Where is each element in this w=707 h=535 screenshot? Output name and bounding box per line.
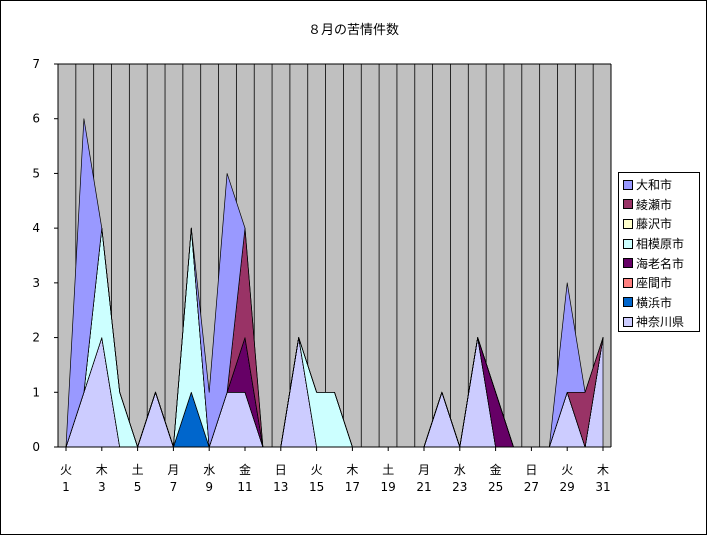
x-tick-day: 19 xyxy=(381,480,396,494)
y-axis-ticks: 0 1 2 3 4 5 6 7 xyxy=(32,57,58,454)
x-tick-weekday: 火 xyxy=(60,463,72,477)
legend-item: 座間市 xyxy=(623,273,699,293)
y-tick-label: 4 xyxy=(32,221,40,235)
x-tick-weekday: 火 xyxy=(561,463,573,477)
x-tick-day: 9 xyxy=(205,480,213,494)
x-tick-weekday: 土 xyxy=(382,463,394,477)
x-tick-day: 3 xyxy=(98,480,106,494)
x-tick-day: 5 xyxy=(134,480,142,494)
legend-label: 横浜市 xyxy=(636,295,673,310)
x-tick-day: 23 xyxy=(452,480,467,494)
legend-item: 相模原市 xyxy=(623,234,699,254)
chart-title: ８月の苦情件数 xyxy=(307,23,399,38)
area-series xyxy=(65,118,604,448)
x-tick-day: 15 xyxy=(309,480,324,494)
legend-swatch xyxy=(623,258,633,269)
legend: 大和市綾瀬市藤沢市相模原市海老名市座間市横浜市神奈川県 xyxy=(618,172,700,332)
axes xyxy=(57,63,612,448)
legend-swatch xyxy=(623,238,633,249)
y-tick-label: 1 xyxy=(32,385,40,399)
stacked-areas xyxy=(65,118,604,448)
x-tick-day: 25 xyxy=(488,480,503,494)
y-tick-label: 3 xyxy=(32,276,40,290)
legend-label: 神奈川県 xyxy=(636,315,685,330)
legend-swatch xyxy=(623,199,633,210)
x-tick-weekday: 木 xyxy=(96,463,108,477)
x-tick-day: 17 xyxy=(345,480,360,494)
legend-label: 藤沢市 xyxy=(636,217,673,232)
x-tick-weekday: 水 xyxy=(454,463,466,477)
legend-label: 海老名市 xyxy=(636,256,685,271)
x-tick-day: 29 xyxy=(560,480,575,494)
legend-swatch xyxy=(623,277,633,288)
x-tick-day: 27 xyxy=(524,480,539,494)
x-tick-weekday: 木 xyxy=(346,463,358,477)
y-tick-label: 0 xyxy=(32,440,40,454)
legend-item: 藤沢市 xyxy=(623,214,699,234)
legend-item: 海老名市 xyxy=(623,253,699,273)
x-tick-weekday: 水 xyxy=(203,463,215,477)
legend-label: 座間市 xyxy=(636,276,673,291)
plot-area xyxy=(58,64,611,447)
legend-item: 大和市 xyxy=(623,175,699,195)
y-tick-label: 7 xyxy=(32,57,40,71)
x-tick-weekday: 日 xyxy=(275,463,287,477)
x-tick-day: 13 xyxy=(273,480,288,494)
y-tick-label: 2 xyxy=(32,331,40,345)
legend-swatch xyxy=(623,179,633,190)
legend-item: 横浜市 xyxy=(623,293,699,313)
legend-item: 綾瀬市 xyxy=(623,195,699,215)
x-tick-day: 11 xyxy=(237,480,252,494)
legend-item: 神奈川県 xyxy=(623,312,699,332)
x-tick-weekday: 月 xyxy=(418,463,430,477)
x-tick-weekday: 木 xyxy=(597,463,609,477)
legend-swatch xyxy=(623,218,633,229)
x-tick-weekday: 金 xyxy=(490,462,502,477)
legend-label: 大和市 xyxy=(636,178,673,193)
x-tick-day: 21 xyxy=(416,480,431,494)
x-tick-weekday: 土 xyxy=(132,463,144,477)
x-axis-ticks: 火 1 木 3 土 5 月 7 水 9 金 11 日 13 火 15 木 17 土 19 月 21 水 23 金 25 日 27 火 29… xyxy=(60,447,611,494)
x-tick-weekday: 月 xyxy=(167,463,179,477)
x-tick-weekday: 火 xyxy=(311,463,323,477)
x-tick-weekday: 日 xyxy=(525,463,537,477)
legend-label: 相模原市 xyxy=(636,237,685,252)
y-tick-label: 5 xyxy=(32,166,40,180)
x-tick-day: 31 xyxy=(595,480,610,494)
x-tick-day: 1 xyxy=(62,480,70,494)
legend-swatch xyxy=(623,316,633,327)
legend-swatch xyxy=(623,297,633,308)
x-tick-day: 7 xyxy=(170,480,178,494)
x-tick-weekday: 金 xyxy=(239,462,251,477)
legend-label: 綾瀬市 xyxy=(636,197,673,212)
y-tick-label: 6 xyxy=(32,112,40,126)
